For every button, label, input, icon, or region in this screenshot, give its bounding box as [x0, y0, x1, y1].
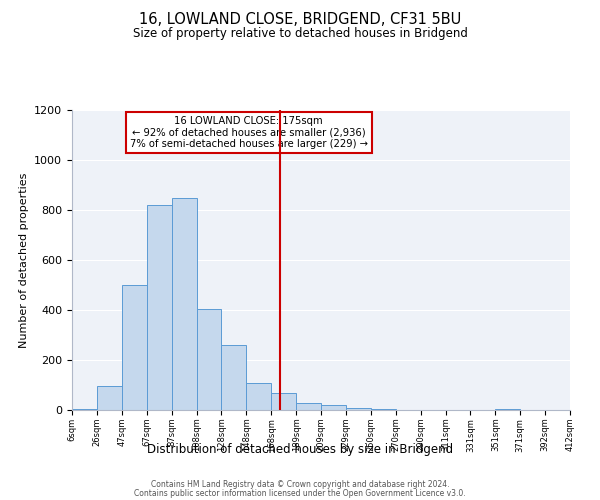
Bar [197, 308, 221, 410]
Bar [296, 402, 321, 410]
Bar [321, 405, 346, 410]
Text: 16 LOWLAND CLOSE: 175sqm
← 92% of detached houses are smaller (2,936)
7% of semi: 16 LOWLAND CLOSE: 175sqm ← 92% of detach… [130, 116, 368, 149]
Text: Contains HM Land Registry data © Crown copyright and database right 2024.: Contains HM Land Registry data © Crown c… [151, 480, 449, 489]
Bar [271, 392, 296, 410]
Bar [371, 409, 396, 410]
Bar [221, 345, 247, 410]
Bar [247, 382, 271, 410]
Text: Distribution of detached houses by size in Bridgend: Distribution of detached houses by size … [147, 442, 453, 456]
Bar [496, 409, 520, 410]
Text: Size of property relative to detached houses in Bridgend: Size of property relative to detached ho… [133, 28, 467, 40]
Bar [97, 386, 122, 410]
Bar [72, 409, 97, 410]
Bar [122, 285, 147, 410]
Text: Contains public sector information licensed under the Open Government Licence v3: Contains public sector information licen… [134, 489, 466, 498]
Y-axis label: Number of detached properties: Number of detached properties [19, 172, 29, 348]
Bar [346, 408, 371, 410]
Text: 16, LOWLAND CLOSE, BRIDGEND, CF31 5BU: 16, LOWLAND CLOSE, BRIDGEND, CF31 5BU [139, 12, 461, 28]
Bar [172, 198, 197, 410]
Bar [146, 205, 172, 410]
